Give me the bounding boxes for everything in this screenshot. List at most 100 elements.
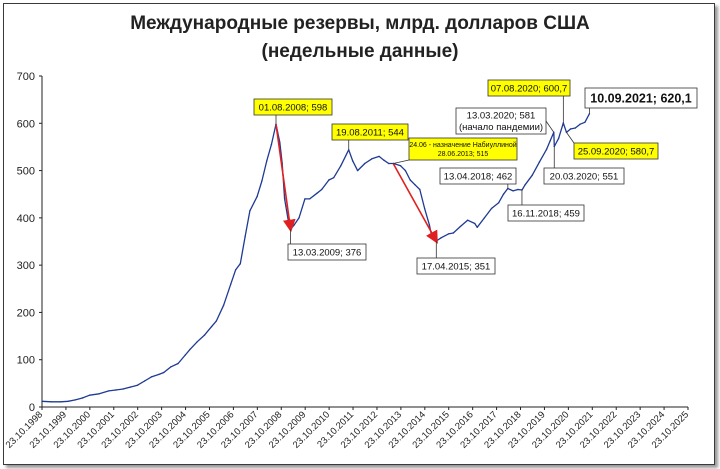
callout-box <box>408 137 518 161</box>
callout-text: (начало пандемии) <box>459 122 543 133</box>
data-point <box>203 334 206 336</box>
callout-leader <box>566 132 575 144</box>
callout-leader <box>393 159 410 164</box>
data-point <box>115 389 117 391</box>
data-point <box>340 165 342 167</box>
data-point <box>283 198 286 200</box>
data-point <box>423 207 426 210</box>
data-point <box>266 160 268 162</box>
data-point <box>569 128 572 130</box>
data-point <box>517 188 519 191</box>
data-point <box>321 188 323 191</box>
data-point <box>129 386 131 388</box>
callout-text: 16.11.2018; 459 <box>512 208 580 219</box>
chart-frame <box>3 3 715 465</box>
data-point <box>244 236 246 238</box>
data-point <box>249 210 251 212</box>
data-point <box>419 188 421 191</box>
callout-text: 10.09.2021; 620,1 <box>590 91 692 105</box>
data-point <box>50 401 52 403</box>
data-point <box>388 162 390 165</box>
callout-box <box>331 123 409 141</box>
data-point <box>298 217 300 219</box>
trend-arrow <box>392 163 438 244</box>
data-point <box>474 222 476 225</box>
data-point <box>256 195 258 198</box>
callout-box <box>416 257 496 275</box>
data-point <box>352 160 354 162</box>
data-point <box>404 169 407 172</box>
data-point <box>383 159 385 161</box>
callout-leader <box>545 120 555 133</box>
data-point <box>524 184 526 186</box>
callout-text: 13.04.2018; 462 <box>444 171 513 182</box>
data-point <box>549 140 551 142</box>
data-point <box>584 121 586 124</box>
callout-text: 13.03.2020; 581 <box>467 111 536 122</box>
y-tick-label: 300 <box>17 260 35 272</box>
data-point <box>483 217 486 219</box>
data-point <box>414 184 416 186</box>
data-point <box>74 399 77 401</box>
data-point <box>177 362 179 365</box>
callout-box <box>543 167 625 185</box>
data-point <box>538 161 541 163</box>
data-point <box>230 283 232 285</box>
callout-text: 07.08.2020; 600,7 <box>491 83 568 94</box>
data-point <box>490 207 493 210</box>
callout-text: 20.03.2020; 551 <box>550 171 619 182</box>
callout-text: 25.09.2020; 580,7 <box>578 146 655 157</box>
data-point <box>364 162 366 165</box>
data-point <box>81 397 84 399</box>
y-tick-label: 100 <box>17 355 35 367</box>
data-point <box>409 179 411 181</box>
data-point <box>452 232 454 234</box>
data-point <box>309 198 311 200</box>
trend-arrow <box>275 124 296 233</box>
data-point <box>108 390 110 392</box>
data-point <box>466 219 469 221</box>
data-point <box>304 198 306 200</box>
callout-box <box>439 167 517 185</box>
callout-text: 19.08.2011; 544 <box>336 127 404 138</box>
y-tick-label: 500 <box>17 166 35 178</box>
callout-text: 24.06 - назначение Набиуллиной <box>409 141 516 149</box>
data-point <box>316 192 318 194</box>
series-line <box>41 113 590 403</box>
data-point <box>476 226 478 228</box>
data-point <box>356 169 359 172</box>
data-point <box>459 225 462 228</box>
data-point <box>189 348 191 350</box>
callout-box <box>455 107 547 135</box>
callout-text: 01.08.2008; 598 <box>259 102 328 113</box>
data-point <box>431 236 433 238</box>
y-tick-label: 600 <box>17 118 35 130</box>
chart-title: Международные резервы, млрд. долларов СШ… <box>130 13 590 34</box>
data-point <box>378 155 380 158</box>
data-point <box>399 165 402 167</box>
data-point <box>579 123 581 125</box>
callout-box <box>584 87 698 109</box>
data-point <box>151 376 153 378</box>
y-tick-label: 0 <box>29 402 35 414</box>
data-point <box>67 400 69 402</box>
data-point <box>531 174 533 176</box>
data-point <box>279 141 281 143</box>
chart-subtitle: (недельные данные) <box>261 41 459 62</box>
data-point <box>122 388 124 390</box>
data-point <box>440 237 442 239</box>
data-point <box>234 269 237 271</box>
data-point <box>41 400 43 402</box>
data-point <box>184 354 186 356</box>
callout-box <box>507 204 585 222</box>
data-point <box>239 263 241 265</box>
data-point <box>196 341 198 343</box>
data-point <box>270 143 273 146</box>
y-tick-label: 700 <box>17 71 35 83</box>
data-point <box>60 401 62 403</box>
data-point <box>215 320 218 322</box>
data-point <box>163 371 165 374</box>
data-point <box>170 366 172 368</box>
data-point <box>293 224 295 226</box>
